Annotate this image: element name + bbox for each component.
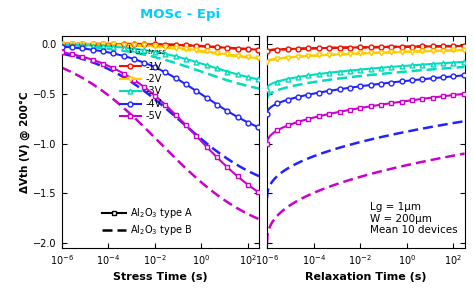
Text: Lg = 1μm
W = 200μm
Mean 10 devices: Lg = 1μm W = 200μm Mean 10 devices: [370, 202, 457, 235]
Y-axis label: ΔVth (V) @ 200°C: ΔVth (V) @ 200°C: [20, 91, 30, 193]
Text: $V_{G,stress}$: $V_{G,stress}$: [127, 44, 167, 60]
X-axis label: Relaxation Time (s): Relaxation Time (s): [305, 272, 427, 282]
X-axis label: Stress Time (s): Stress Time (s): [113, 272, 208, 282]
Legend: $\mathrm{Al_2O_3}$ type A, $\mathrm{Al_2O_3}$ type B: $\mathrm{Al_2O_3}$ type A, $\mathrm{Al_2…: [98, 202, 197, 241]
Text: MOSc - Epi: MOSc - Epi: [140, 8, 220, 21]
